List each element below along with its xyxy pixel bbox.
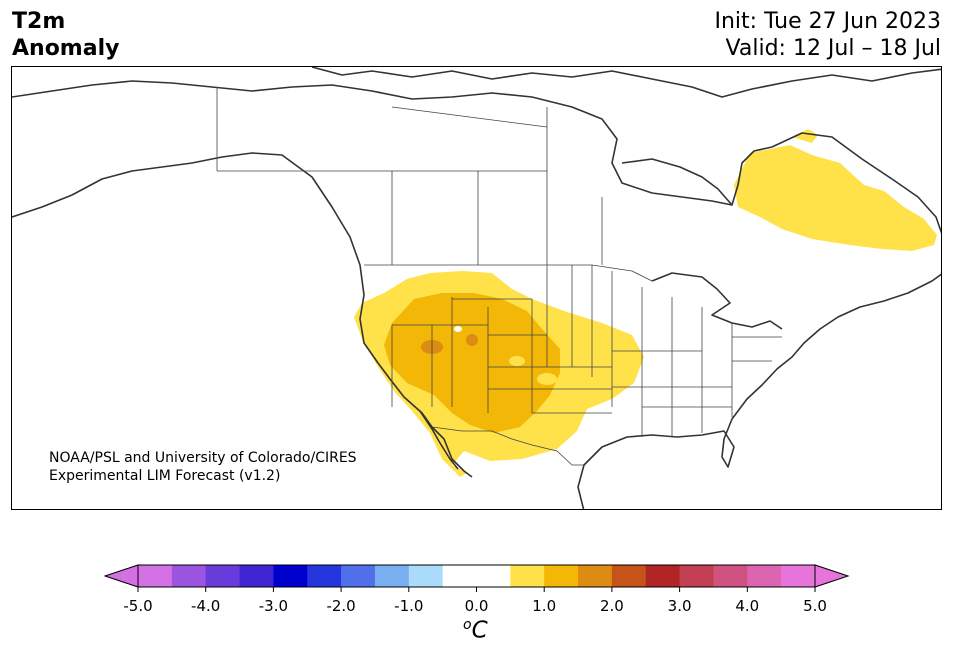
colorbar-swatch (374, 565, 410, 587)
colorbar-tick-label: 4.0 (735, 597, 760, 615)
colorbar-swatch (611, 565, 647, 587)
colorbar-swatch (781, 565, 816, 587)
colorbar-swatch (713, 565, 748, 587)
colorbar-swatch (408, 565, 444, 587)
colorbar-swatch (544, 565, 579, 587)
colorbar-swatch (341, 565, 376, 587)
colorbar-tick-label: -3.0 (258, 597, 289, 615)
colorbar-units: oC (463, 617, 488, 644)
anomaly-hole-2 (509, 356, 525, 366)
anomaly-region-baffin (792, 129, 818, 143)
init-date: Init: Tue 27 Jun 2023 (714, 9, 942, 34)
anomaly-hole-3 (537, 373, 557, 385)
map-canvas (12, 67, 941, 509)
date-info: Init: Tue 27 Jun 2023 Valid: 12 Jul – 18… (715, 8, 942, 62)
colorbar-swatch (578, 565, 613, 587)
colorbar-swatch (679, 565, 714, 587)
colorbar-swatch (442, 565, 477, 587)
colorbar-tick-label: -5.0 (123, 597, 153, 615)
colorbar-tick-label: 2.0 (599, 597, 624, 615)
colorbar-swatch (205, 565, 241, 587)
colorbar-tick-label: -1.0 (394, 597, 424, 615)
baja-coastline (419, 410, 459, 470)
us-states (391, 265, 782, 437)
colorbar-under-triangle (103, 564, 139, 588)
colorbar-swatch (476, 565, 511, 587)
credit-line-1: NOAA/PSL and University of Colorado/CIRE… (49, 450, 357, 466)
credit-line-2: Experimental LIM Forecast (v1.2) (49, 468, 281, 484)
hudson-bay-coastline (621, 158, 733, 206)
colorbar-tick-label: 5.0 (803, 597, 827, 615)
colorbar-swatch (307, 565, 342, 587)
title-line-2: Anomaly (12, 36, 120, 61)
canada-provinces (216, 87, 603, 265)
colorbar-swatches (138, 565, 816, 587)
anomaly-fields (354, 129, 937, 477)
colorbar-swatch (239, 565, 274, 587)
anomaly-hole-1 (454, 326, 462, 332)
colorbar-swatch (138, 565, 173, 587)
colorbar-swatch (510, 565, 545, 587)
gulf-coastline (577, 273, 941, 509)
map-title: T2m Anomaly (12, 8, 119, 62)
title-line-1: T2m (12, 9, 66, 34)
political-borders (216, 87, 782, 466)
anomaly-region-west-mid (384, 293, 560, 433)
pacific-coastline (12, 152, 473, 478)
us-mexico-border (431, 426, 584, 466)
valid-date: Valid: 12 Jul – 18 Jul (725, 36, 941, 61)
colorbar-tick-label: 1.0 (532, 597, 557, 615)
colorbar-tick-label: -2.0 (326, 597, 356, 615)
colorbar-tick-label: 0.0 (464, 597, 489, 615)
colorbar-swatch (273, 565, 308, 587)
anomaly-region-utah-peak (466, 334, 478, 346)
coastlines (12, 67, 941, 509)
us-canada-border (364, 264, 653, 282)
colorbar-swatch (645, 565, 681, 587)
arctic-islands (311, 67, 941, 98)
labrador-coastline (771, 132, 941, 234)
arctic-coastline (12, 80, 773, 206)
colorbar-ticks (137, 587, 816, 592)
units-degree: o (463, 617, 472, 633)
credit-text: NOAA/PSL and University of Colorado/CIRE… (49, 449, 357, 485)
map-panel (11, 66, 942, 510)
colorbar-over-triangle (814, 564, 850, 588)
colorbar-tick-label: -4.0 (191, 597, 221, 615)
colorbar-swatch (171, 565, 207, 587)
colorbar (103, 564, 850, 592)
anomaly-region-labrador (734, 145, 937, 251)
great-lakes (651, 272, 783, 330)
units-base: C (471, 617, 488, 644)
colorbar-swatch (747, 565, 782, 587)
colorbar-tick-label: 3.0 (667, 597, 692, 615)
